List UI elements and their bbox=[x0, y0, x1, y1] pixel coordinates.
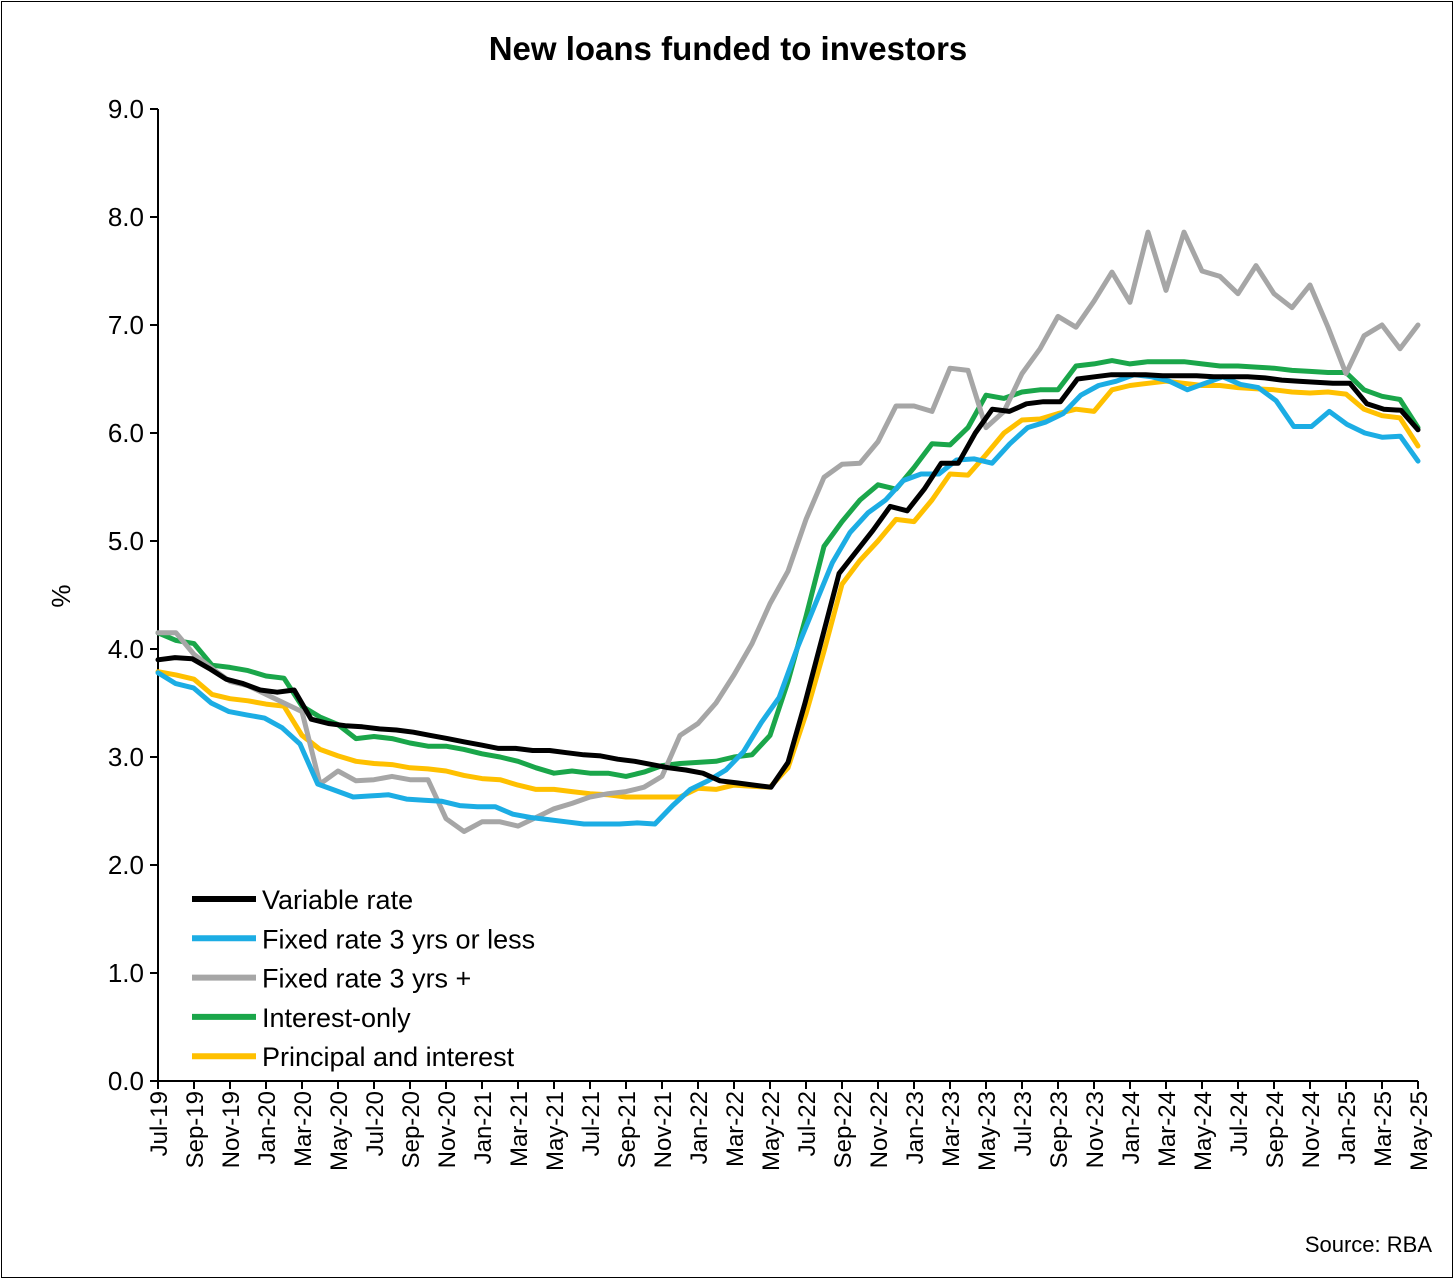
y-tick-label: 2.0 bbox=[108, 850, 144, 880]
y-tick-label: 8.0 bbox=[108, 202, 144, 232]
x-tick-label: Jan-23 bbox=[902, 1091, 929, 1164]
x-tick-label: Mar-24 bbox=[1154, 1091, 1181, 1167]
series-line-interest-only bbox=[155, 358, 1421, 779]
source-note: Source: RBA bbox=[1305, 1232, 1432, 1257]
legend-label: Interest-only bbox=[262, 1003, 411, 1033]
x-tick-label: May-23 bbox=[974, 1091, 1001, 1171]
x-tick-label: Sep-22 bbox=[830, 1091, 857, 1168]
x-tick-label: Mar-25 bbox=[1370, 1091, 1397, 1167]
x-tick-label: Jul-21 bbox=[578, 1091, 605, 1156]
y-tick-label: 9.0 bbox=[108, 94, 144, 124]
x-tick-label: Nov-21 bbox=[650, 1091, 677, 1168]
y-tick-label: 6.0 bbox=[108, 418, 144, 448]
x-tick-label: Jan-21 bbox=[470, 1091, 497, 1164]
legend-label: Fixed rate 3 yrs + bbox=[262, 964, 471, 994]
x-tick-label: Jul-23 bbox=[1010, 1091, 1037, 1156]
y-axis: 0.0 1.0 2.0 3.0 4.0 5.0 6.0 7.0 8.0 9.0 bbox=[108, 94, 159, 1096]
x-tick-label: Jul-22 bbox=[794, 1091, 821, 1156]
x-tick-label: May-24 bbox=[1190, 1091, 1217, 1171]
x-tick-label: Mar-21 bbox=[506, 1091, 533, 1167]
series-line-fixed-rate-3-yrs bbox=[155, 229, 1421, 834]
x-tick-label: Jul-19 bbox=[146, 1091, 173, 1156]
chart-title: New loans funded to investors bbox=[489, 30, 968, 67]
x-tick-label: Nov-19 bbox=[218, 1091, 245, 1168]
x-tick-label: Jan-24 bbox=[1118, 1091, 1145, 1164]
series-line-principal-and-interest bbox=[155, 378, 1421, 800]
x-tick-label: Nov-22 bbox=[866, 1091, 893, 1168]
y-tick-label: 0.0 bbox=[108, 1066, 144, 1096]
x-tick-label: Mar-20 bbox=[290, 1091, 317, 1167]
y-tick-label: 1.0 bbox=[108, 958, 144, 988]
x-tick-label: Nov-24 bbox=[1298, 1091, 1325, 1168]
y-tick-label: 5.0 bbox=[108, 526, 144, 556]
legend-label: Variable rate bbox=[262, 885, 413, 915]
x-tick-label: Jul-24 bbox=[1226, 1091, 1253, 1156]
x-tick-label: May-20 bbox=[326, 1091, 353, 1171]
series-lines bbox=[155, 229, 1421, 834]
x-tick-label: Sep-23 bbox=[1046, 1091, 1073, 1168]
x-tick-label: Jan-22 bbox=[686, 1091, 713, 1164]
x-tick-label: Nov-23 bbox=[1082, 1091, 1109, 1168]
x-tick-label: Mar-23 bbox=[938, 1091, 965, 1167]
x-tick-label: Jan-20 bbox=[254, 1091, 281, 1164]
series-line-variable-rate bbox=[155, 372, 1421, 790]
x-tick-label: Sep-19 bbox=[182, 1091, 209, 1168]
x-tick-label: Sep-20 bbox=[398, 1091, 425, 1168]
legend: Variable rate Fixed rate 3 yrs or less Fix… bbox=[192, 885, 535, 1072]
x-tick-label: Jul-20 bbox=[362, 1091, 389, 1156]
y-tick-label: 3.0 bbox=[108, 742, 144, 772]
y-tick-label: 7.0 bbox=[108, 310, 144, 340]
x-tick-label: May-22 bbox=[758, 1091, 785, 1171]
y-tick-label: 4.0 bbox=[108, 634, 144, 664]
x-tick-label: Mar-22 bbox=[722, 1091, 749, 1167]
legend-label: Fixed rate 3 yrs or less bbox=[262, 924, 535, 954]
x-tick-label: Sep-21 bbox=[614, 1091, 641, 1168]
legend-label: Principal and interest bbox=[262, 1042, 515, 1072]
y-axis-label: % bbox=[46, 584, 76, 607]
x-axis: Jul-19 Sep-19 Nov-19 Jan-20 Mar-20 May-20 Jul-… bbox=[146, 1080, 1433, 1171]
x-tick-label: May-21 bbox=[542, 1091, 569, 1171]
x-tick-label: Nov-20 bbox=[434, 1091, 461, 1168]
x-tick-label: Jan-25 bbox=[1334, 1091, 1361, 1164]
x-tick-label: Sep-24 bbox=[1262, 1091, 1289, 1168]
series-line-fixed-rate-3-yrs-or-less bbox=[155, 372, 1421, 827]
x-tick-label: May-25 bbox=[1406, 1091, 1433, 1171]
